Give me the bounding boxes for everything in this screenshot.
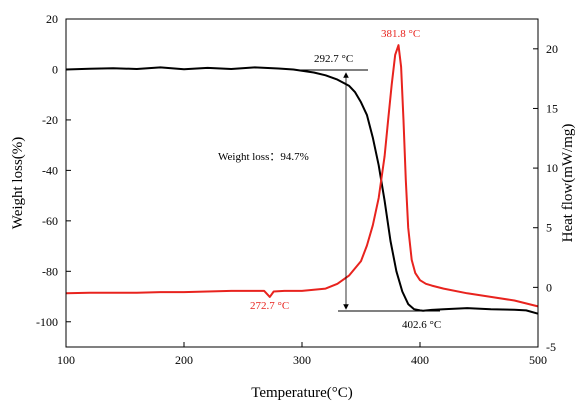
x-tick-label: 400 — [411, 353, 429, 367]
y-axis-right: -5 0 5 10 15 20 — [533, 42, 558, 354]
x-axis: 100 200 300 400 500 — [57, 342, 547, 367]
annotation-weight-loss: Weight loss：94.7% — [218, 151, 309, 163]
weight-loss-line — [65, 66, 539, 315]
x-axis-title: Temperature(°C) — [251, 385, 353, 401]
y-left-tick-label: -40 — [42, 163, 58, 177]
annotation-onset-temp: 292.7 °C — [314, 53, 353, 65]
y-left-tick-label: -60 — [42, 214, 58, 228]
y-left-tick-label: -100 — [36, 315, 58, 329]
x-tick-label: 500 — [529, 353, 547, 367]
y-axis-left: -100 -80 -60 -40 -20 0 20 — [36, 12, 71, 329]
y-right-tick-label: 0 — [546, 280, 552, 294]
heat-flow-line — [65, 44, 539, 308]
y-right-tick-label: 5 — [546, 221, 552, 235]
y-right-tick-label: 10 — [546, 161, 558, 175]
plot-area — [65, 44, 539, 315]
annotation-peak-temp: 381.8 °C — [381, 28, 420, 40]
x-tick-label: 200 — [175, 353, 193, 367]
y-right-tick-label: 20 — [546, 42, 558, 56]
y-left-tick-label: 0 — [52, 62, 58, 76]
y-left-tick-label: 20 — [46, 12, 58, 26]
x-tick-label: 100 — [57, 353, 75, 367]
y-axis-left-title: Weight loss(%) — [10, 137, 26, 230]
x-tick-label: 300 — [293, 353, 311, 367]
annotation-endset-temp: 402.6 °C — [402, 319, 441, 331]
y-right-tick-label: 15 — [546, 101, 558, 115]
y-left-tick-label: -20 — [42, 113, 58, 127]
annotation-dip-temp: 272.7 °C — [250, 300, 289, 312]
y-right-tick-label: -5 — [546, 340, 556, 354]
y-left-tick-label: -80 — [42, 264, 58, 278]
y-axis-right-title: Heat flow(mW/mg) — [560, 124, 576, 243]
